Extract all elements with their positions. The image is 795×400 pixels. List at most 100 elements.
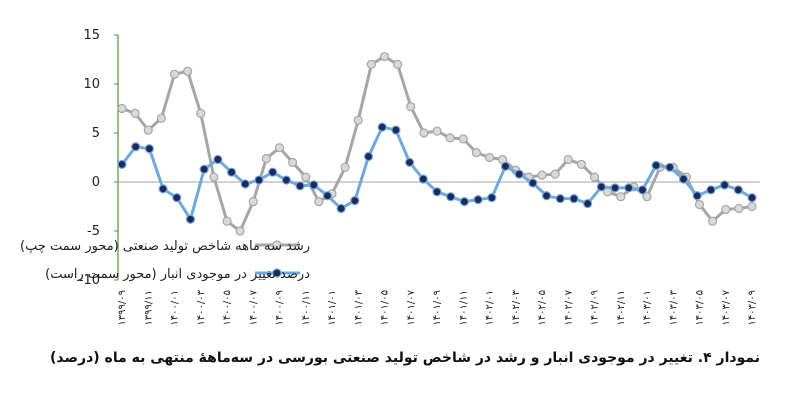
series-point [616,192,626,202]
x-tick-label: ۱۴۰۳/۰۵ [695,290,706,326]
series-point [314,197,324,207]
series-point [484,152,495,163]
x-tick-label: ۱۴۰۰/۰۹ [275,290,286,326]
series-point [432,187,442,197]
series-point [363,151,374,162]
series-1 [117,51,757,236]
series-point [117,159,127,169]
series-point [541,191,552,201]
x-tick-label: ۱۴۰۳/۰۳ [668,289,679,325]
series-point [350,196,360,206]
series-point [274,143,285,153]
x-tick-label: ۱۴۰۱/۰۵ [380,290,391,326]
series-point [340,162,350,172]
series-point [418,174,428,184]
series-point [471,148,481,158]
series-point [446,192,456,202]
series-point [169,69,180,79]
series-point [268,167,278,177]
series-point [458,134,468,144]
series-point [747,201,757,212]
series-point [583,198,593,209]
legend-marker [272,240,282,250]
series-point [596,182,606,192]
series-point [651,160,661,170]
series-point [734,203,744,214]
y-tick-label: -5 [87,224,100,239]
x-tick-label: ۱۴۰۲/۰۵ [537,290,548,326]
y-tick-label: 5 [92,126,100,141]
x-tick-label: ۱۳۹۹/۱۱ [143,290,154,326]
series-layer [117,51,757,236]
series-point [144,144,154,154]
series-point [366,59,376,70]
series-point [172,193,182,203]
x-tick-label: ۱۴۰۲/۱۱ [616,290,627,326]
series-point [694,199,705,210]
series-point [222,216,232,226]
series-point [432,126,442,136]
series-point [563,154,573,165]
series-point [185,214,196,224]
y-tick-label: 0 [92,175,100,190]
y-tick-label: 15 [83,28,100,43]
legend-marker [272,268,282,278]
x-tick-label: ۱۴۰۰/۱۱ [301,290,312,326]
x-tick-label: ۱۴۰۱/۱۱ [458,290,469,326]
x-tick-label: ۱۴۰۱/۰۱ [327,290,338,326]
series-point [406,101,416,112]
series-point [130,108,140,119]
chart: 15 10 5 0 -5 -10 ۱۳۹۹/۰۹ ۱۳۹۹/۱۱ ۱۴۰۰/۰۱ ۱۴۰۰/۰۳… [20,28,760,326]
series-point [309,180,319,190]
y-tick-label: -10 [79,273,100,288]
series-point [301,172,311,182]
series-point [248,197,258,207]
series-point [254,175,264,185]
series-point [199,164,209,174]
series-point [642,192,652,202]
series-point [393,59,403,70]
series-point [537,170,547,180]
series-point [336,203,346,214]
x-tick-label: ۱۴۰۱/۰۹ [432,290,443,326]
legend: رشد سه ماهه شاخص تولید صنعتی (محور سمت چ… [20,239,310,282]
series-point [706,185,716,195]
series-point [692,191,702,201]
series-point [353,115,363,125]
series-point [678,174,689,184]
series-point [288,157,298,167]
series-point [528,178,538,188]
series-point [576,159,586,169]
series-point [720,180,730,190]
series-point [569,194,579,204]
series-point [235,226,245,236]
series-point [459,197,469,207]
series-point [131,142,141,152]
series-point [391,125,401,135]
x-tick-label: ۱۴۰۰/۰۳ [196,289,207,325]
series-line [121,55,753,233]
x-tick-label: ۱۴۰۱/۰۳ [353,289,364,325]
series-point [240,179,250,189]
series-point [589,172,600,182]
x-tick-label: ۱۳۹۹/۰۹ [117,290,128,326]
series-point [500,161,511,171]
y-tick-label: 10 [83,77,100,92]
x-tick-label: ۱۴۰۳/۰۷ [721,289,732,325]
series-point [473,195,483,205]
series-point [419,128,429,138]
y-axis: 15 10 5 0 -5 -10 [79,28,119,288]
series-point [610,183,620,193]
series-point [117,103,127,114]
series-point [156,113,166,123]
series-point [379,51,390,62]
series-point [747,193,757,203]
series-2 [117,122,757,224]
series-point [637,185,648,195]
x-tick-label: ۱۴۰۲/۰۷ [563,289,574,325]
series-point [295,181,305,191]
series-point [405,157,415,167]
series-point [487,193,497,203]
series-point [183,66,193,76]
series-point [708,216,718,226]
